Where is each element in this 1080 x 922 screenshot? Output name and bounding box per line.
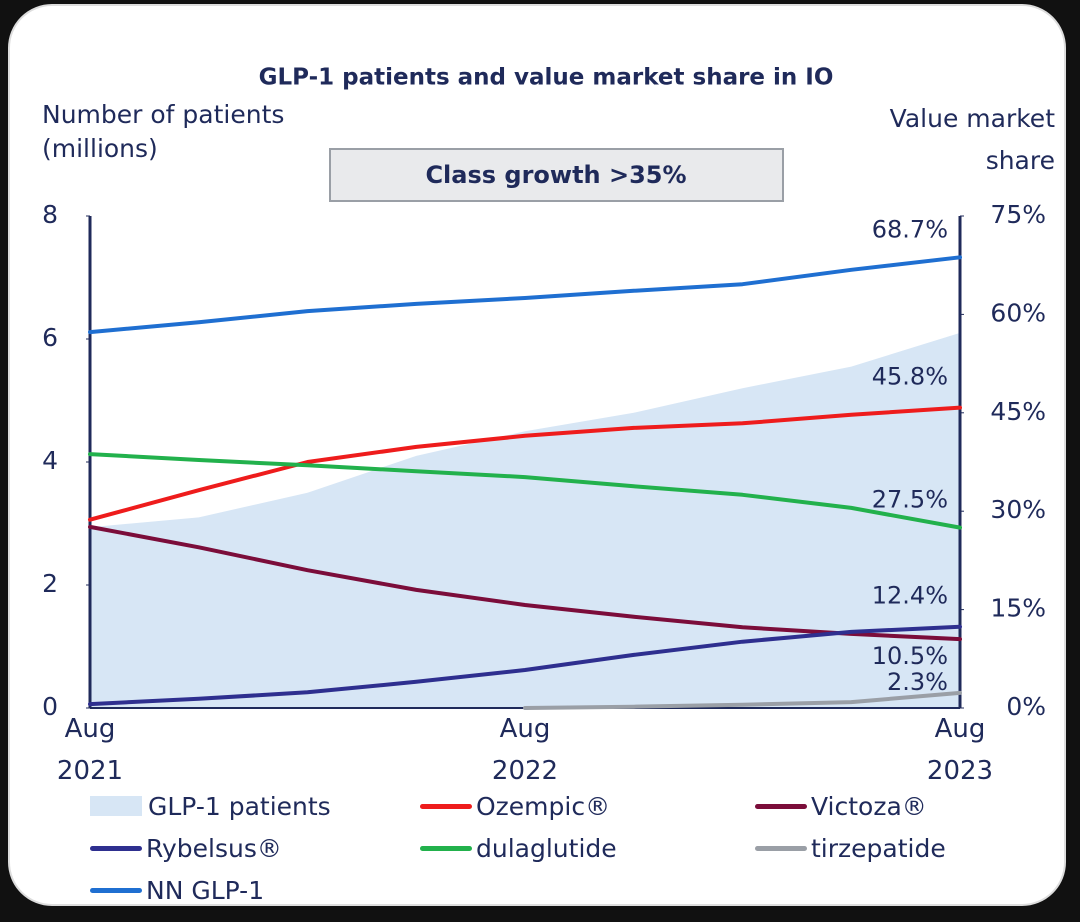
data-label: 12.4% bbox=[872, 582, 948, 610]
y-tick-label: 4 bbox=[42, 446, 58, 475]
legend-swatch bbox=[90, 845, 142, 851]
y-tick-label: 2 bbox=[42, 569, 58, 598]
x-tick-label: Aug 2023 bbox=[926, 714, 994, 786]
line bbox=[88, 255, 962, 335]
legend-swatch bbox=[420, 845, 472, 851]
y2-tick-label: 75% bbox=[990, 200, 1046, 229]
data-label: 68.7% bbox=[872, 215, 948, 243]
legend-swatch bbox=[90, 796, 142, 816]
annotation-box bbox=[329, 148, 784, 202]
legend-item: NN GLP-1 bbox=[90, 872, 420, 905]
legend-item: Rybelsus® bbox=[90, 830, 420, 866]
y2-tick-label: 60% bbox=[990, 298, 1046, 327]
data-label: 45.8% bbox=[872, 363, 948, 391]
data-label: 2.3% bbox=[887, 668, 948, 696]
legend-item: GLP-1 patients bbox=[90, 788, 420, 824]
legend-label: NN GLP-1 bbox=[146, 875, 265, 905]
legend-label: Victoza® bbox=[811, 791, 927, 821]
legend: GLP-1 patients Ozempic® Victoza® Rybelsus® d… bbox=[90, 788, 990, 905]
legend-label: Rybelsus® bbox=[146, 833, 282, 863]
x-tick-label: Aug 2022 bbox=[491, 714, 559, 786]
chart: GLP-1 patients and value market share in… bbox=[42, 65, 1046, 722]
legend-label: GLP-1 patients bbox=[148, 791, 331, 821]
data-label: 27.5% bbox=[872, 486, 948, 514]
y2-tick-label: 30% bbox=[990, 495, 1046, 524]
line bbox=[88, 405, 962, 522]
legend-swatch bbox=[420, 803, 472, 809]
area bbox=[90, 332, 960, 708]
y2-tick-label: 0% bbox=[1006, 692, 1046, 721]
legend-swatch bbox=[755, 803, 807, 809]
y-tick-label: 6 bbox=[42, 323, 58, 352]
y-tick-label: 0 bbox=[42, 692, 58, 721]
legend-item: tirzepatide bbox=[755, 830, 990, 866]
legend-item: dulaglutide bbox=[420, 830, 755, 866]
legend-item: Ozempic® bbox=[420, 788, 755, 824]
line bbox=[523, 690, 962, 710]
legend-swatch bbox=[90, 887, 142, 893]
chart-title: GLP-1 patients and value market share in… bbox=[259, 65, 834, 91]
y2-tick-label: 15% bbox=[990, 594, 1046, 623]
legend-label: Ozempic® bbox=[476, 791, 611, 821]
legend-swatch bbox=[755, 845, 807, 851]
line bbox=[88, 524, 962, 642]
legend-label: tirzepatide bbox=[811, 833, 946, 863]
legend-item: Victoza® bbox=[755, 788, 990, 824]
annotation: Class growth >35% bbox=[425, 161, 686, 189]
y-tick-label: 8 bbox=[42, 200, 58, 229]
data-label: 10.5% bbox=[872, 642, 948, 670]
legend-label: dulaglutide bbox=[476, 833, 617, 863]
chart-card: GLP-1 patients and value market share in… bbox=[8, 4, 1066, 906]
line bbox=[88, 624, 962, 707]
x-tick-label: Aug 2021 bbox=[56, 714, 124, 786]
line bbox=[88, 452, 962, 530]
y2-axis-title: Value market share bbox=[889, 104, 1055, 175]
y-axis-title: Number of patients (millions) bbox=[42, 100, 285, 163]
y2-tick-label: 45% bbox=[990, 397, 1046, 426]
